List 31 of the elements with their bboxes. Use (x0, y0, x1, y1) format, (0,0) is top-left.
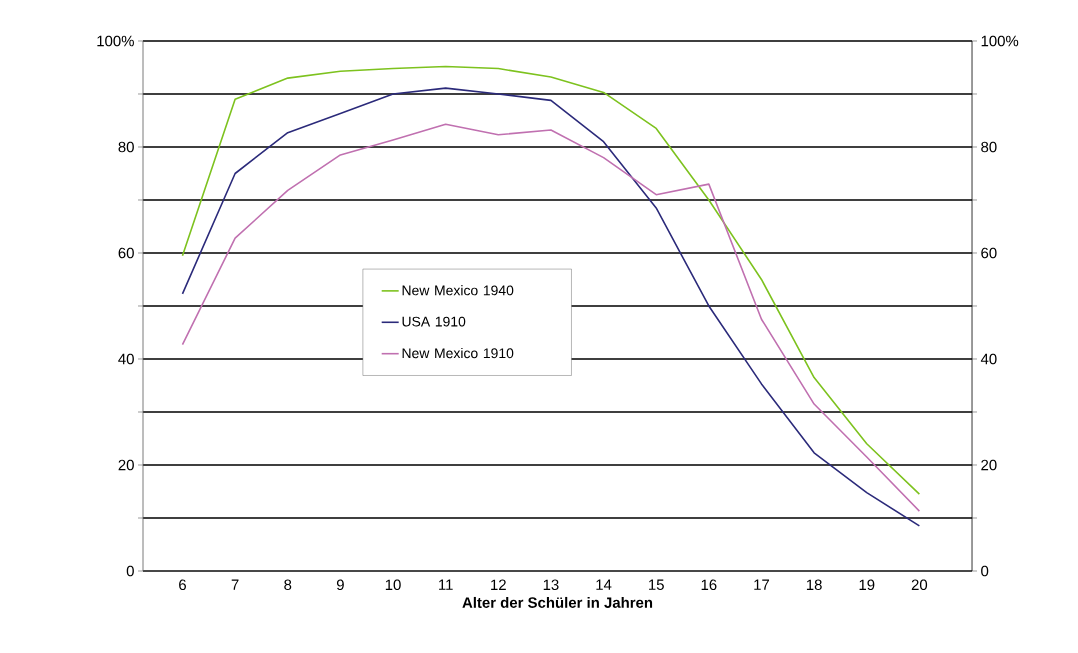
y2-tick-label: 60 (981, 247, 997, 259)
x-tick-label: 8 (284, 579, 292, 591)
x-tick-label: 17 (754, 579, 770, 590)
y-tick-label: 20 (118, 459, 134, 471)
y-tick-label: 0 (126, 565, 134, 577)
y2-tick-label: 80 (981, 141, 997, 153)
legend-label: USA 1910 (402, 316, 466, 327)
x-tick-label: 14 (596, 579, 612, 590)
y2-tick-label: 40 (980, 353, 997, 365)
x-tick-label: 20 (911, 579, 928, 591)
legend-label: New Mexico 1940 (402, 285, 514, 296)
x-tick-label: 19 (859, 579, 875, 591)
x-tick-label: 9 (336, 579, 344, 591)
x-tick-label: 11 (439, 579, 453, 590)
x-tick-label: 18 (806, 579, 822, 591)
x-tick-label: 12 (491, 579, 506, 590)
y-tick-label: 80 (118, 141, 134, 153)
x-tick-label: 6 (179, 579, 186, 591)
x-axis-title: Alter der Schüler in Jahren (462, 596, 653, 608)
y2-tick-label: 0 (981, 565, 989, 577)
y2-tick-label: 20 (981, 459, 997, 471)
x-tick-label: 16 (701, 579, 717, 591)
legend-label: New Mexico 1910 (402, 347, 514, 359)
x-tick-label: 15 (649, 579, 664, 590)
x-tick-label: 7 (231, 579, 239, 590)
y-tick-label: 100% (97, 35, 134, 47)
x-tick-label: 13 (543, 579, 559, 591)
y-tick-label: 40 (118, 353, 134, 365)
y-tick-label: 60 (118, 247, 134, 259)
y2-tick-label: 100% (981, 35, 1019, 47)
x-tick-label: 10 (385, 579, 401, 591)
